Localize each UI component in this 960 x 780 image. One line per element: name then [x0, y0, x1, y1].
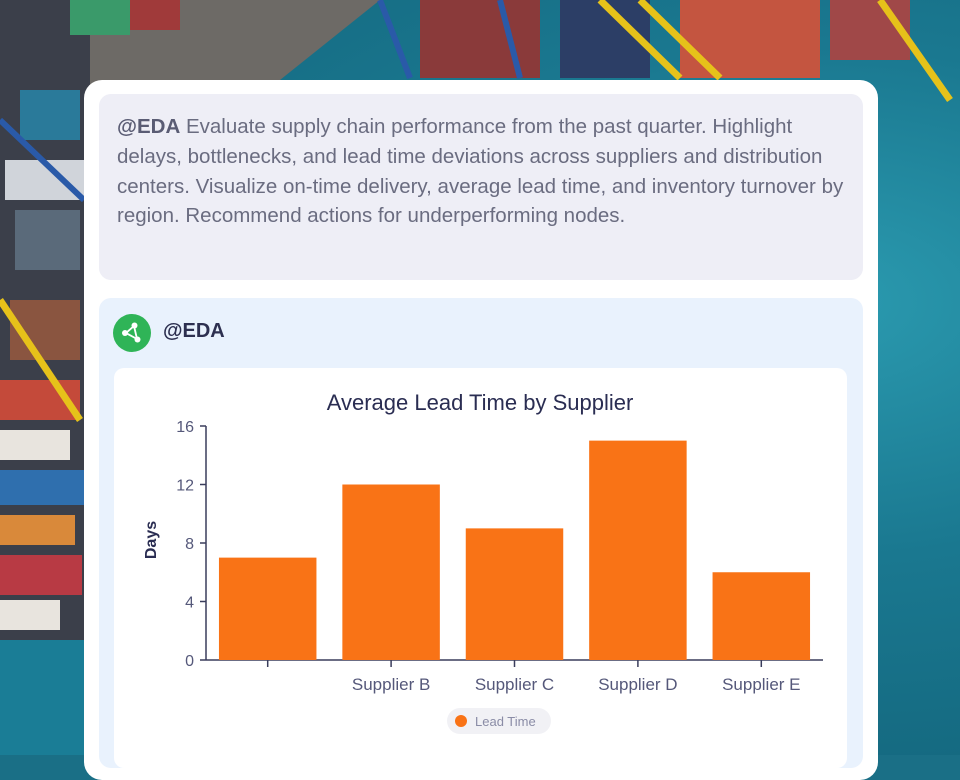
- x-tick-label: Supplier D: [598, 675, 677, 694]
- x-tick-label: Supplier E: [722, 675, 800, 694]
- user-prompt-bubble: @EDA Evaluate supply chain performance f…: [99, 94, 863, 280]
- legend: [447, 708, 551, 734]
- legend-label: Lead Time: [475, 714, 536, 729]
- x-tick-label: Supplier B: [352, 675, 430, 694]
- bar: [342, 484, 440, 660]
- prompt-body: Evaluate supply chain performance from t…: [117, 115, 844, 228]
- x-tick-label: Supplier C: [475, 675, 554, 694]
- agent-avatar: [113, 314, 151, 352]
- bar-chart: Average Lead Time by Supplier Days 0 4 8 12…: [143, 390, 823, 734]
- chart-title: Average Lead Time by Supplier: [327, 390, 634, 415]
- agent-response: @EDA Average Lead Time by Supplier Days …: [99, 298, 863, 768]
- share-nodes-icon: [122, 322, 141, 343]
- y-tick-label: 4: [185, 595, 194, 612]
- user-prompt-text: @EDA Evaluate supply chain performance f…: [117, 112, 847, 231]
- y-tick-label: 12: [176, 478, 194, 495]
- bar: [218, 557, 317, 660]
- chart-card: Average Lead Time by Supplier Days 0 4 8 12…: [114, 368, 847, 768]
- y-tick-label: 0: [185, 653, 194, 670]
- agent-mention[interactable]: @EDA: [117, 115, 181, 138]
- y-axis-label: Days: [143, 521, 160, 559]
- y-tick-label: 8: [185, 536, 194, 553]
- legend-swatch: [455, 715, 467, 727]
- agent-name: @EDA: [163, 320, 225, 342]
- bar: [712, 572, 811, 660]
- y-tick-label: 16: [176, 419, 194, 436]
- bar: [465, 528, 564, 660]
- bar: [589, 440, 687, 660]
